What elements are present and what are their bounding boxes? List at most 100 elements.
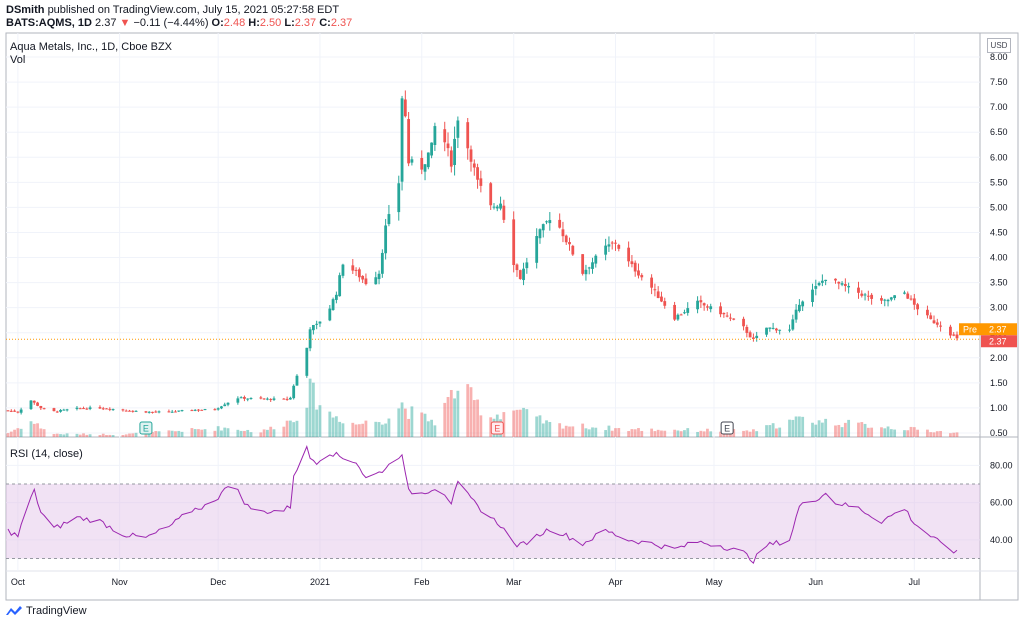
volume-bar <box>512 410 516 437</box>
last-price: 2.37 <box>95 17 117 29</box>
publisher-name[interactable]: DSmith <box>6 4 45 16</box>
rsi-legend[interactable]: RSI (14, close) <box>10 448 83 460</box>
candle-body <box>334 294 338 300</box>
volume-bar <box>614 428 617 437</box>
candle-body <box>223 404 227 407</box>
symbol-ohlc-line: BATS:AQMS, 1D 2.37 ▼ −0.11 (−4.44%) O:2.… <box>6 17 352 29</box>
candle-body <box>610 242 614 244</box>
candle-body <box>456 120 460 138</box>
candle-body <box>755 335 759 339</box>
candle-body <box>502 205 506 220</box>
volume-bar <box>101 433 105 437</box>
volume-bar <box>456 390 460 437</box>
footer-brand-label: TradingView <box>26 605 87 617</box>
volume-bar <box>939 430 942 437</box>
candle-body <box>594 255 598 264</box>
candle-body <box>9 410 13 412</box>
volume-bar <box>706 428 709 437</box>
rsi-tick-label: 40.00 <box>990 535 1013 545</box>
volume-bar <box>433 425 437 437</box>
volume-bar <box>380 424 384 437</box>
volume-bar <box>568 426 571 437</box>
candle-body <box>101 408 105 410</box>
volume-bar <box>732 429 736 437</box>
candle-body <box>266 398 269 400</box>
volume-bar <box>174 431 177 437</box>
pre-market-tag-value: 2.37 <box>989 324 1007 334</box>
volume-bar <box>472 400 476 437</box>
volume-bar <box>430 419 434 437</box>
volume-bar <box>627 430 631 437</box>
volume-bar <box>36 423 39 437</box>
candle-body <box>289 397 292 400</box>
volume-bar <box>709 431 713 437</box>
earnings-marker-box <box>490 421 504 435</box>
series-legend-title[interactable]: Aqua Metals, Inc., 1D, Cboe BZX <box>10 41 173 53</box>
rsi-tick-label: 80.00 <box>990 460 1013 470</box>
volume-bar <box>564 425 568 437</box>
volume-bar <box>840 427 844 437</box>
volume-bar <box>929 432 933 437</box>
volume-bar <box>797 416 801 437</box>
candle-body <box>220 406 223 409</box>
candle-body <box>663 301 667 306</box>
volume-bar <box>637 428 640 437</box>
rsi-band <box>6 483 980 560</box>
candle-body <box>315 323 319 325</box>
volume-bar <box>949 433 952 437</box>
volume-bar <box>111 435 115 437</box>
candle-body <box>193 409 197 411</box>
candle-body <box>495 206 499 209</box>
time-tick-label: Jul <box>909 577 921 587</box>
volume-bar <box>193 429 197 437</box>
candle-body <box>226 402 230 405</box>
volume-bar <box>108 434 112 437</box>
candle-body <box>62 409 66 411</box>
volume-bar <box>640 430 644 437</box>
candle-body <box>771 327 775 329</box>
candle-body <box>676 314 680 320</box>
rsi-line <box>7 444 958 564</box>
candle-body <box>903 292 906 294</box>
candle-body <box>765 327 768 335</box>
candle-body <box>13 410 16 412</box>
rsi-series <box>7 444 958 564</box>
currency-label[interactable]: USD <box>987 38 1011 53</box>
volume-legend[interactable]: Vol <box>10 54 26 66</box>
time-axis[interactable]: Oct Nov Dec 2021 Feb Mar Apr May Jun Jul <box>11 577 920 587</box>
earnings-marker-label: E <box>143 424 149 434</box>
candle-body <box>430 142 434 156</box>
price-tick-label: 7.50 <box>990 77 1008 87</box>
candle-body <box>840 283 844 285</box>
rsi-axis[interactable]: 40.00 60.00 80.00 <box>990 460 1013 545</box>
footer-brand[interactable]: TradingView <box>6 605 87 617</box>
candle-body <box>926 309 929 316</box>
volume-bar <box>361 423 365 437</box>
candle-body <box>752 337 755 339</box>
candle-body <box>801 301 805 307</box>
candle-body <box>75 407 79 409</box>
volume-bar <box>778 427 782 437</box>
candle-body <box>65 409 69 411</box>
volume-bar <box>285 420 289 437</box>
candle-body <box>637 270 640 276</box>
price-axis[interactable]: 0.501.001.502.002.503.003.504.004.505.00… <box>990 52 1008 438</box>
volume-bar <box>62 434 66 437</box>
volume-bar <box>883 428 887 437</box>
volume-bar <box>128 433 131 437</box>
volume-bar <box>719 431 722 437</box>
volume-bar <box>357 424 361 437</box>
volume-bar <box>889 429 893 437</box>
volume-bar <box>272 429 276 437</box>
candle-body <box>216 408 220 410</box>
candle-body <box>587 267 591 269</box>
publish-info: DSmith published on TradingView.com, Jul… <box>6 4 339 16</box>
candle-body <box>949 326 952 336</box>
candle-body <box>489 183 493 206</box>
candle-body <box>472 163 476 168</box>
volume-bar <box>121 434 125 437</box>
volume-bar <box>768 425 772 437</box>
candle-body <box>403 99 407 117</box>
volume-bar <box>673 429 676 437</box>
